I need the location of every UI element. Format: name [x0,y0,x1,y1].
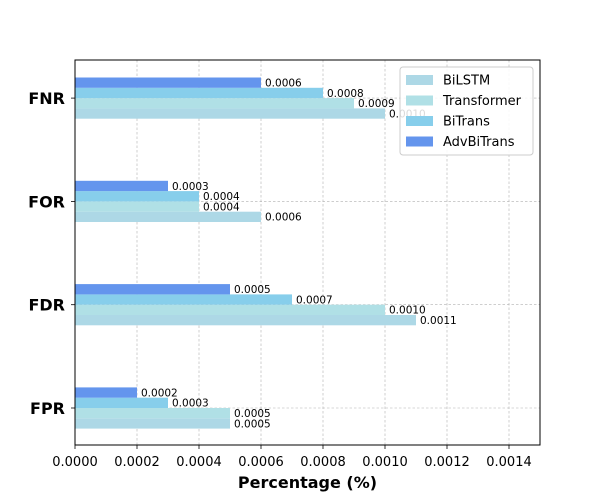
bar-transformer-fdr [75,304,385,315]
legend-label-transformer[interactable]: Transformer [442,94,522,109]
category-label-for: FOR [28,192,65,211]
legend-swatch-bilstm [406,75,433,85]
x-tick-label: 0.0002 [114,455,160,470]
legend-box [399,66,534,156]
x-tick-label: 0.0010 [362,455,408,470]
bar-bilstm-fpr [75,418,230,429]
data-label: 0.0006 [265,77,302,89]
bar-bilstm-fnr [75,108,385,119]
legend-label-advbitrans[interactable]: AdvBiTrans [443,135,515,150]
x-tick-label: 0.0006 [238,455,284,470]
data-label: 0.0004 [203,191,240,203]
bar-transformer-fpr [75,408,230,419]
bar-bitrans-fnr [75,87,323,99]
data-label: 0.0005 [234,408,271,420]
data-label: 0.0007 [296,294,333,306]
bar-bitrans-for [75,191,199,202]
bar-advbitrans-fdr [75,284,230,295]
data-label: 0.0005 [234,418,271,430]
data-label: 0.0003 [172,398,209,410]
bar-bitrans-fpr [75,397,168,408]
legend[interactable]: BiLSTM Transformer BiTrans AdvBiTrans [399,66,534,156]
data-label: 0.0005 [234,284,271,296]
data-label: 0.0003 [172,181,209,193]
data-labels: 0.00050.00110.00060.00100.00050.00100.00… [141,77,457,430]
category-label-fpr: FPR [30,399,65,418]
data-label: 0.0004 [203,201,240,213]
data-label: 0.0006 [265,212,302,224]
data-label: 0.0008 [327,88,364,100]
x-tick-label: 0.0008 [300,455,346,470]
bar-transformer-for [75,201,199,212]
x-axis: 0.0000 0.0002 0.0004 0.0006 0.0008 0.0010 0.00… [52,445,532,470]
data-label: 0.0011 [420,315,457,327]
y-axis: FPR FDR FOR FNR [28,89,75,418]
x-tick-label: 0.0014 [486,455,532,470]
category-label-fdr: FDR [28,296,65,315]
bar-bilstm-for [75,211,261,222]
bar-advbitrans-fpr [75,387,137,398]
legend-swatch-bitrans [406,116,433,126]
data-label: 0.0002 [141,387,178,399]
x-axis-title: Percentage (%) [238,473,377,492]
bar-transformer-fnr [75,98,354,109]
data-label: 0.0010 [389,305,426,317]
bar-advbitrans-for [75,180,168,192]
legend-swatch-advbitrans [406,136,433,147]
x-tick-label: 0.0004 [176,455,222,470]
bar-bilstm-fdr [75,315,416,326]
category-label-fnr: FNR [28,89,65,108]
bar-bitrans-fdr [75,294,292,305]
plot-frame [74,59,541,446]
data-label: 0.0009 [358,98,395,110]
x-tick-label: 0.0012 [424,455,470,470]
x-tick-label: 0.0000 [52,455,98,470]
bars [75,77,416,429]
legend-swatch-transformer [406,95,433,106]
legend-label-bitrans[interactable]: BiTrans [443,115,490,130]
bar-advbitrans-fnr [75,77,261,88]
legend-label-bilstm[interactable]: BiLSTM [443,74,490,89]
